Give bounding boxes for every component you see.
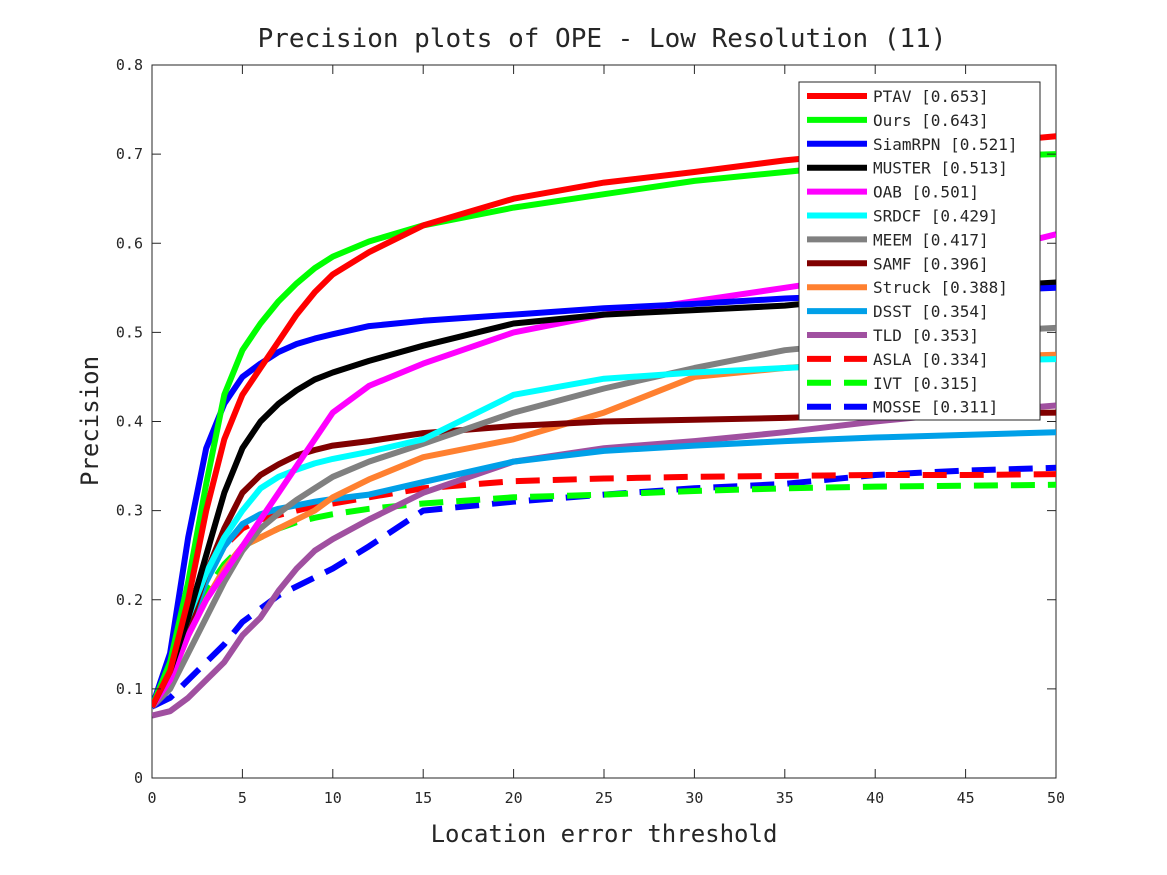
- legend-label: IVT [0.315]: [873, 374, 979, 393]
- series-line-mosse: [152, 464, 1056, 710]
- x-tick-label: 10: [324, 789, 342, 807]
- x-axis-ticks: 0 5 10 15 20 25 30 35 40 45 50: [147, 65, 1065, 807]
- y-tick-label: 0.2: [116, 591, 143, 609]
- series-line-muster: [152, 279, 1056, 709]
- legend-label: MOSSE [0.311]: [873, 398, 998, 417]
- legend-label: DSST [0.354]: [873, 302, 989, 321]
- x-tick-label: 25: [595, 789, 613, 807]
- y-tick-label: 0.7: [116, 145, 143, 163]
- x-tick-label: 45: [957, 789, 975, 807]
- y-axis-label: Precision: [76, 356, 104, 486]
- x-axis-label: Location error threshold: [431, 820, 778, 848]
- series-line-siamrpn: [152, 284, 1056, 708]
- legend: PTAV [0.653] Ours [0.643] SiamRPN [0.521] M…: [798, 81, 1041, 421]
- legend-box: [798, 81, 1041, 421]
- series-line-ivt: [152, 481, 1056, 709]
- y-tick-label: 0.6: [116, 234, 143, 252]
- x-tick-label: 30: [685, 789, 703, 807]
- y-tick-label: 0.5: [116, 323, 143, 341]
- series-line-ptav: [152, 133, 1056, 709]
- x-tick-label: 35: [776, 789, 794, 807]
- legend-label: MEEM [0.417]: [873, 230, 989, 249]
- legend-label: PTAV [0.653]: [873, 87, 989, 106]
- x-tick-label: 5: [238, 789, 247, 807]
- legend-label: OAB [0.501]: [873, 183, 979, 202]
- y-tick-label: 0: [134, 769, 143, 787]
- series-line-tld: [152, 402, 1056, 719]
- series-line-ours: [152, 151, 1056, 708]
- y-axis-ticks: 0 0.1 0.2 0.3 0.4 0.5 0.6 0.7 0.8: [116, 56, 1056, 787]
- legend-label: MUSTER [0.513]: [873, 159, 1008, 178]
- chart-title: Precision plots of OPE - Low Resolution …: [258, 24, 947, 54]
- y-tick-label: 0.3: [116, 502, 143, 520]
- x-tick-label: 20: [505, 789, 523, 807]
- x-tick-label: 0: [147, 789, 156, 807]
- y-tick-label: 0.8: [116, 56, 143, 74]
- x-tick-label: 40: [866, 789, 884, 807]
- legend-label: SRDCF [0.429]: [873, 207, 998, 226]
- legend-label: SiamRPN [0.521]: [873, 135, 1018, 154]
- y-tick-label: 0.4: [116, 413, 143, 431]
- legend-label: Ours [0.643]: [873, 111, 989, 130]
- x-tick-label: 50: [1047, 789, 1065, 807]
- series-line-srdcf: [152, 356, 1056, 709]
- y-tick-label: 0.1: [116, 680, 143, 698]
- legend-label: Struck [0.388]: [873, 278, 1008, 297]
- series-line-meem: [152, 324, 1056, 709]
- series-layer: [152, 133, 1056, 719]
- legend-items: PTAV [0.653] Ours [0.643] SiamRPN [0.521] M…: [807, 87, 1018, 417]
- x-tick-label: 15: [414, 789, 432, 807]
- legend-label: SAMF [0.396]: [873, 254, 989, 273]
- series-line-oab: [152, 231, 1056, 709]
- legend-label: ASLA [0.334]: [873, 350, 989, 369]
- legend-label: TLD [0.353]: [873, 326, 979, 345]
